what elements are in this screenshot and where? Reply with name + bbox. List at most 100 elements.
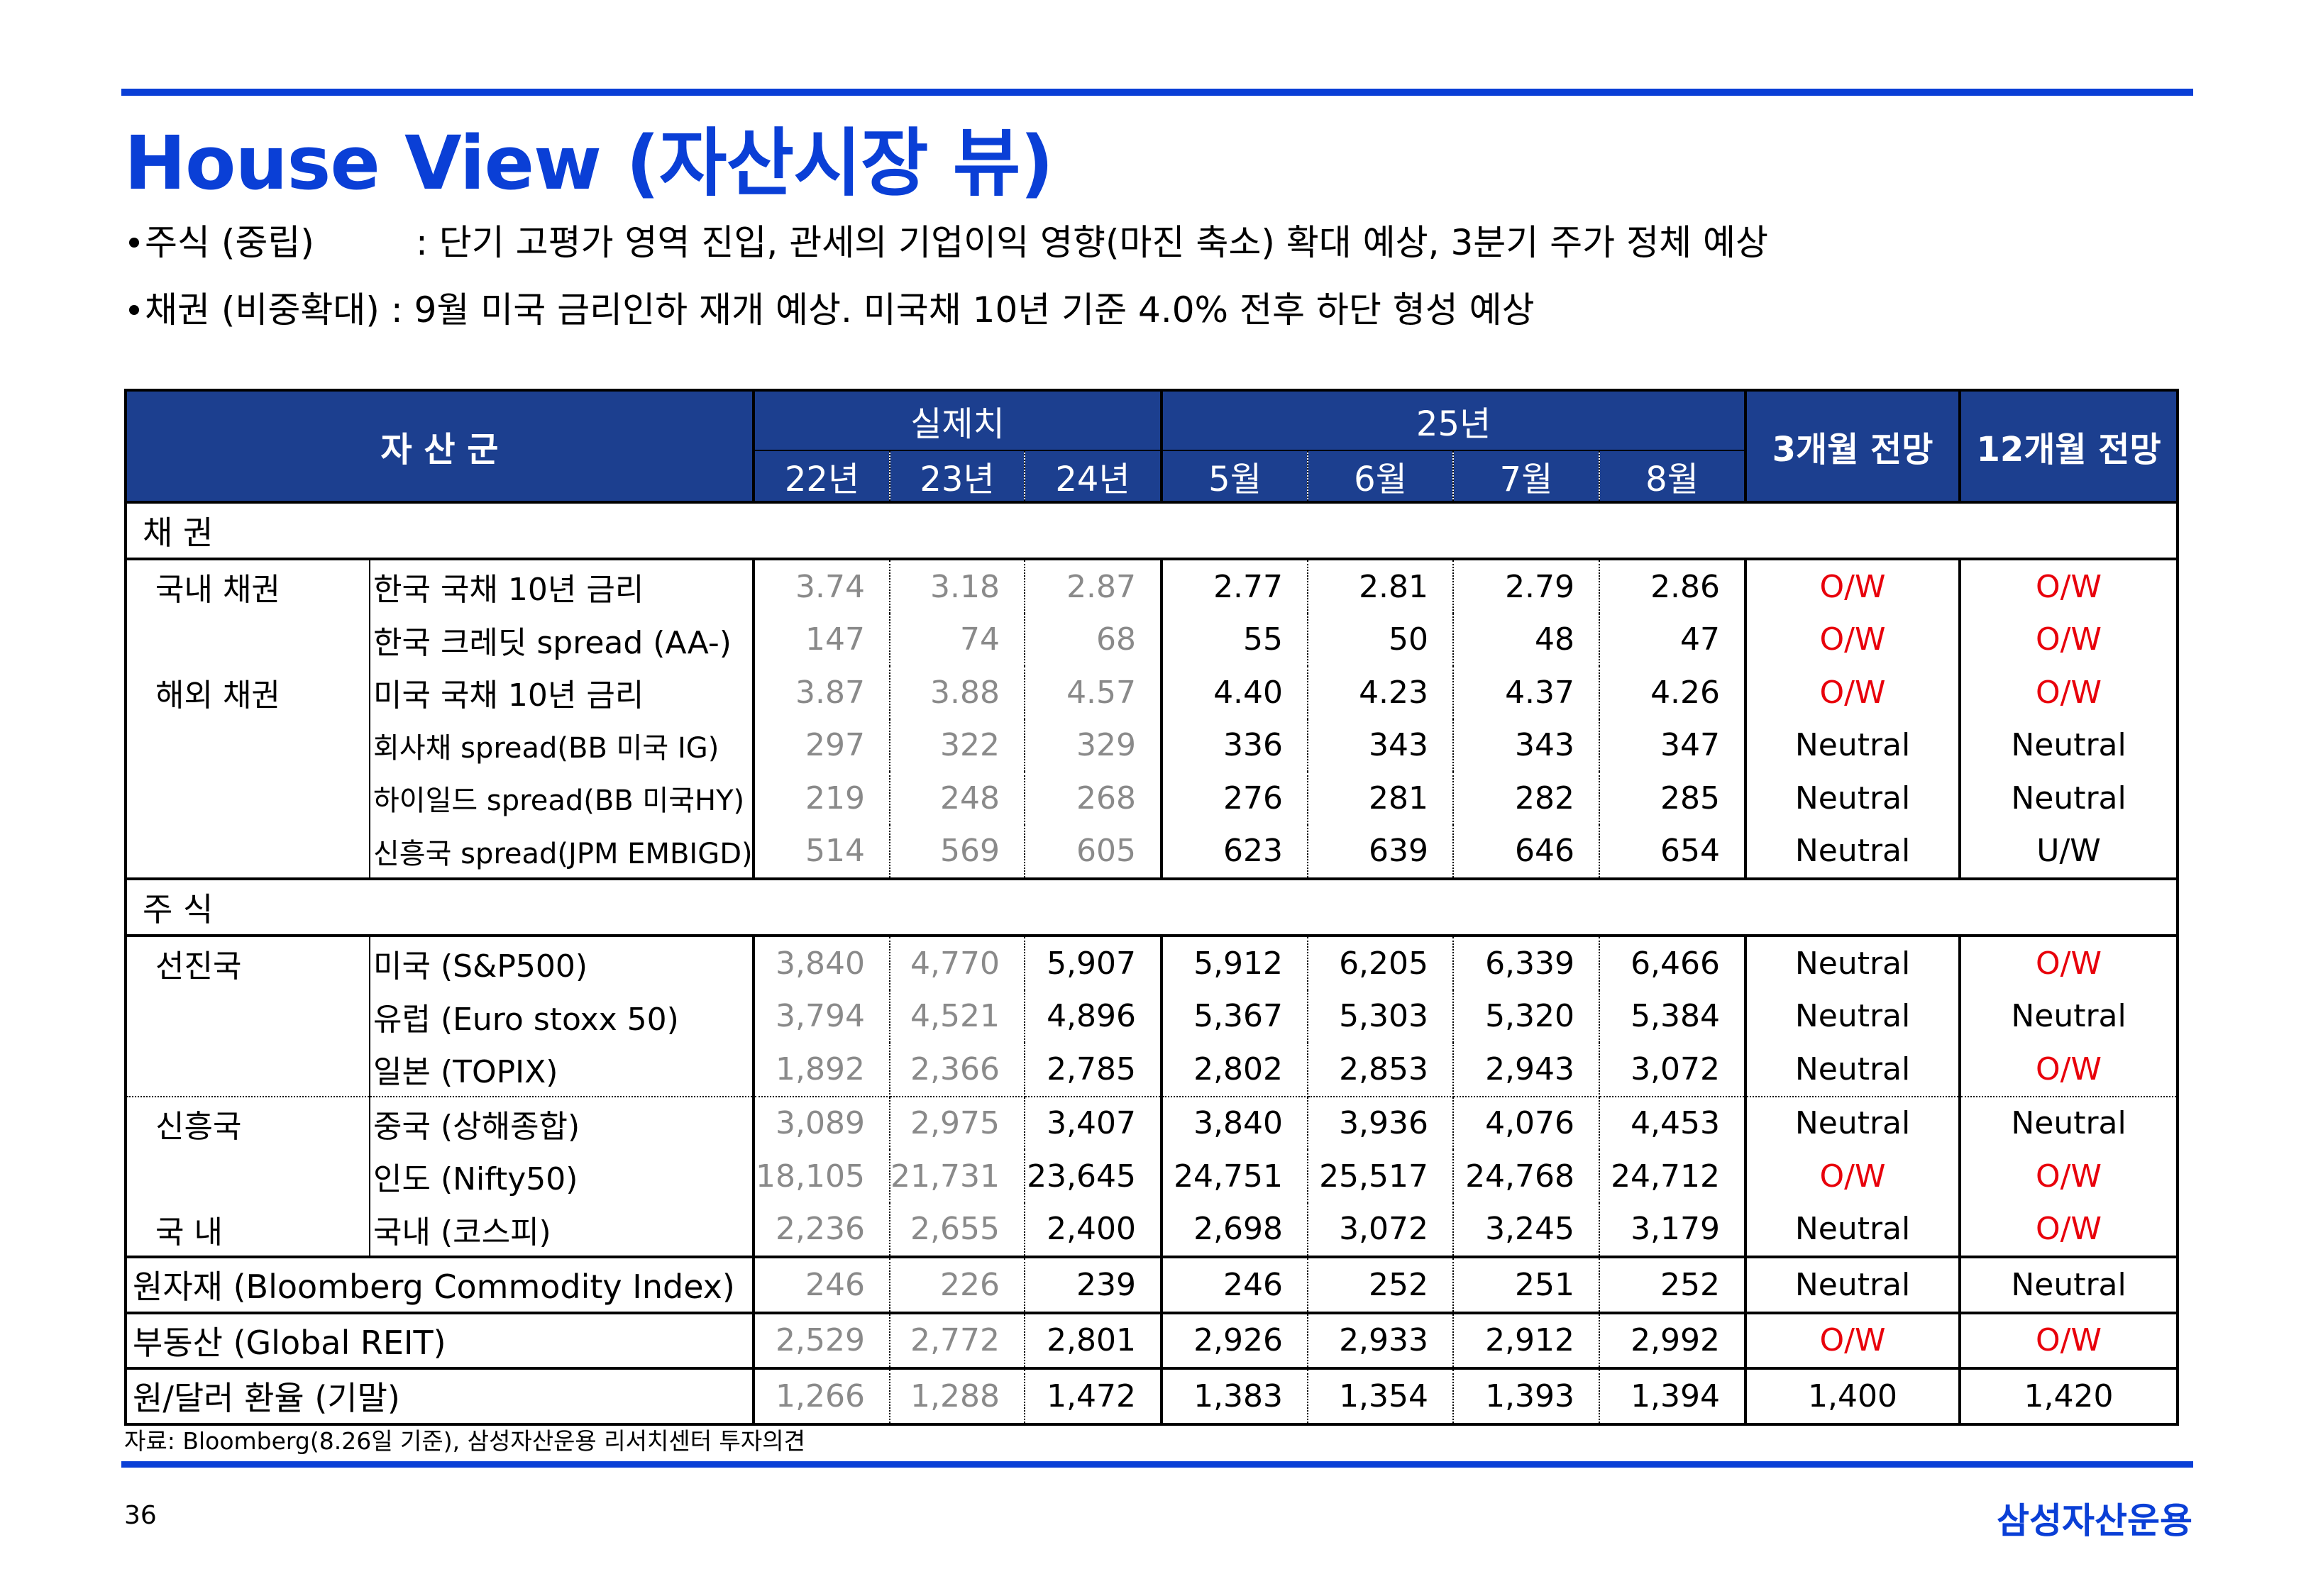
- header-col: 23년: [890, 450, 1025, 502]
- value-cell: 23,645: [1025, 1150, 1164, 1203]
- value-cell: 3,840: [753, 936, 890, 990]
- value-cell: 1,472: [1025, 1367, 1164, 1426]
- asset-group: [124, 824, 370, 879]
- bullet-dot-icon: [129, 304, 139, 315]
- outlook-12m-cell: Neutral: [1960, 772, 2180, 825]
- value-cell: 4,453: [1599, 1096, 1748, 1150]
- value-cell: 50: [1308, 613, 1455, 666]
- header-col: 8월: [1599, 450, 1748, 502]
- asset-group: 선진국: [124, 936, 370, 990]
- value-cell: 2.77: [1162, 559, 1309, 614]
- value-cell: 654: [1599, 824, 1748, 879]
- table-row: 인도 (Nifty50) 18,105 21,731 23,645 24,751 25,5…: [124, 1150, 2180, 1203]
- value-cell: 605: [1025, 824, 1164, 879]
- value-cell: 639: [1308, 824, 1455, 879]
- value-cell: 3.74: [754, 559, 890, 614]
- asset-label: 원자재 (Bloomberg Commodity Index): [124, 1256, 755, 1313]
- value-cell: 282: [1453, 772, 1601, 825]
- value-cell: 2,943: [1453, 1043, 1601, 1097]
- section-label: 채 권: [123, 501, 2180, 560]
- bullet-tag: 채권 (비중확대): [145, 289, 380, 331]
- table-row: 부동산 (Global REIT) 2,529 2,772 2,801 2,926 2,9…: [124, 1311, 2180, 1368]
- bullet-tag: 주식 (중립): [145, 222, 314, 263]
- asset-item: 유럽 (Euro stoxx 50): [369, 990, 755, 1043]
- asset-label: 원/달러 환율 (기말): [124, 1367, 755, 1426]
- outlook-3m-cell: Neutral: [1745, 990, 1962, 1043]
- value-cell: 2,772: [890, 1311, 1025, 1368]
- section-row: 주 식: [123, 877, 2180, 937]
- value-cell: 322: [890, 719, 1025, 772]
- header-outlook-3m: 3개월 전망: [1744, 389, 1962, 504]
- asset-item: 미국 국채 10년 금리: [369, 666, 755, 719]
- table-row: 한국 크레딧 spread (AA-) 147 74 68 55 50 48 47 O/W O/W: [124, 613, 2180, 666]
- value-cell: 2.79: [1453, 559, 1601, 614]
- value-cell: 4.23: [1308, 666, 1455, 719]
- value-cell: 4.57: [1025, 666, 1164, 719]
- value-cell: 246: [754, 1256, 890, 1313]
- value-cell: 21,731: [890, 1150, 1025, 1203]
- value-cell: 3,072: [1308, 1202, 1455, 1257]
- value-cell: 3,840: [1162, 1096, 1309, 1150]
- value-cell: 276: [1162, 772, 1309, 825]
- value-cell: 5,303: [1308, 990, 1455, 1043]
- outlook-12m-cell: O/W: [1960, 666, 2180, 719]
- asset-item: 일본 (TOPIX): [369, 1043, 755, 1097]
- bullet-stocks: 주식 (중립): 단기 고평가 영역 진입, 관세의 기업이익 영향(마진 축소…: [129, 221, 1768, 264]
- value-cell: 2,853: [1308, 1043, 1455, 1097]
- value-cell: 2,926: [1162, 1311, 1309, 1368]
- asset-group: 국내 채권: [124, 559, 370, 614]
- value-cell: 239: [1025, 1256, 1164, 1313]
- outlook-3m-cell: Neutral: [1745, 936, 1962, 990]
- table-row: 국 내 국내 (코스피) 2,236 2,655 2,400 2,698 3,072 3,24…: [124, 1202, 2180, 1257]
- value-cell: 2,655: [890, 1202, 1025, 1257]
- outlook-12m-cell: Neutral: [1960, 1096, 2180, 1150]
- value-cell: 24,768: [1453, 1150, 1601, 1203]
- asset-item: 회사채 spread(BB 미국 IG): [369, 719, 755, 772]
- value-cell: 514: [754, 824, 890, 879]
- value-cell: 4.40: [1162, 666, 1309, 719]
- value-cell: 6,339: [1453, 936, 1601, 990]
- header-col: 22년: [754, 450, 890, 502]
- asset-group: [124, 1150, 370, 1203]
- value-cell: 1,394: [1599, 1367, 1748, 1426]
- value-cell: 5,907: [1025, 936, 1164, 990]
- value-cell: 2.87: [1025, 559, 1164, 614]
- header-outlook-12m: 12개월 전망: [1958, 389, 2180, 504]
- asset-item: 한국 크레딧 spread (AA-): [369, 613, 755, 666]
- value-cell: 48: [1453, 613, 1601, 666]
- value-cell: 246: [1162, 1256, 1309, 1313]
- value-cell: 646: [1453, 824, 1601, 879]
- value-cell: 6,466: [1599, 936, 1748, 990]
- value-cell: 569: [890, 824, 1025, 879]
- asset-group: 국 내: [124, 1202, 370, 1257]
- value-cell: 5,912: [1162, 936, 1309, 990]
- top-rule: [121, 89, 2193, 96]
- value-cell: 297: [754, 719, 890, 772]
- value-cell: 4,521: [890, 990, 1025, 1043]
- outlook-12m-cell: O/W: [1960, 1043, 2180, 1097]
- outlook-3m-cell: Neutral: [1745, 824, 1962, 879]
- value-cell: 4,770: [890, 936, 1025, 990]
- outlook-12m-cell: O/W: [1960, 1150, 2180, 1203]
- header-actual: 실제치: [754, 389, 1164, 450]
- value-cell: 2.86: [1599, 559, 1748, 614]
- value-cell: 2,912: [1453, 1311, 1601, 1368]
- value-cell: 4,896: [1025, 990, 1164, 1043]
- outlook-3m-cell: O/W: [1745, 1150, 1962, 1203]
- value-cell: 2,698: [1162, 1202, 1309, 1257]
- table-row: 원/달러 환율 (기말) 1,266 1,288 1,472 1,383 1,354 1,3…: [124, 1367, 2180, 1426]
- outlook-3m-cell: Neutral: [1745, 719, 1962, 772]
- value-cell: 68: [1025, 613, 1164, 666]
- bullet-text: : 9월 미국 금리인하 재개 예상. 미국채 10년 기준 4.0% 전후 하…: [390, 289, 1535, 331]
- value-cell: 623: [1162, 824, 1309, 879]
- outlook-3m-cell: 1,400: [1745, 1367, 1962, 1426]
- value-cell: 3,072: [1599, 1043, 1748, 1097]
- value-cell: 2,992: [1599, 1311, 1748, 1368]
- value-cell: 252: [1308, 1256, 1455, 1313]
- outlook-3m-cell: O/W: [1745, 666, 1962, 719]
- asset-item: 신흥국 spread(JPM EMBIGD): [369, 824, 755, 879]
- asset-item: 한국 국채 10년 금리: [369, 559, 755, 614]
- value-cell: 1,393: [1453, 1367, 1601, 1426]
- table-row: 일본 (TOPIX) 1,892 2,366 2,785 2,802 2,853 2,943…: [124, 1043, 2180, 1097]
- outlook-3m-cell: Neutral: [1745, 1043, 1962, 1097]
